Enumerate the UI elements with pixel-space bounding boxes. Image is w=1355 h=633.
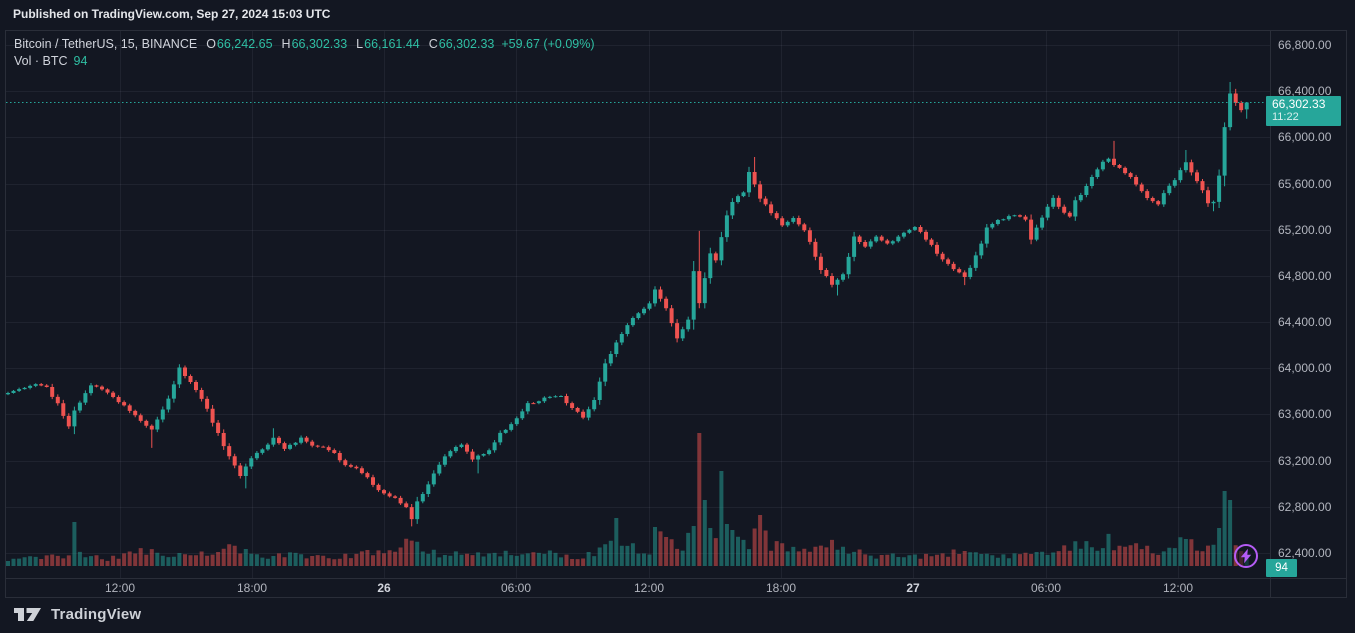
close-value: 66,302.33 (438, 37, 495, 51)
published-bar: Published on TradingView.com, Sep 27, 20… (13, 7, 330, 21)
time-tick-label: 12:00 (1162, 581, 1194, 595)
price-tick-label: 65,600.00 (1278, 177, 1332, 191)
open-value: 66,242.65 (216, 37, 273, 51)
chart-legend: Bitcoin / TetherUS, 15, BINANCE O66,242.6… (14, 36, 595, 70)
price-axis[interactable]: 66,800.00 66,400.00 66,000.00 65,600.00 65,2… (1270, 0, 1355, 598)
time-tick-label: 26 (377, 581, 391, 595)
last-price-badge: 66,302.33 11:22 (1266, 96, 1341, 126)
price-tick-label: 66,000.00 (1278, 130, 1332, 144)
time-tick-label: 27 (906, 581, 920, 595)
legend-ohlc-row: Bitcoin / TetherUS, 15, BINANCE O66,242.6… (14, 36, 595, 53)
time-tick-label: 06:00 (500, 581, 532, 595)
time-tick-label: 18:00 (236, 581, 268, 595)
volume-layer (6, 433, 1249, 566)
symbol-title: Bitcoin / TetherUS, 15, BINANCE (14, 37, 198, 51)
lightning-icon (1234, 544, 1258, 568)
time-tick-label: 06:00 (1030, 581, 1062, 595)
price-tick-label: 65,200.00 (1278, 223, 1332, 237)
tradingview-logo-icon[interactable] (13, 604, 43, 624)
price-tick-label: 64,400.00 (1278, 315, 1332, 329)
tradingview-logo-text[interactable]: TradingView (51, 605, 142, 623)
volume-bars-up (6, 471, 1249, 566)
time-axis[interactable]: 12:00 18:00 26 06:00 12:00 18:00 27 06:00 12:00 (0, 0, 1355, 598)
price-tick-label: 66,800.00 (1278, 38, 1332, 52)
volume-badge: 94 (1266, 559, 1297, 577)
close-label: C (428, 37, 438, 51)
volume-value: 94 (73, 54, 88, 68)
price-tick-label: 64,800.00 (1278, 269, 1332, 283)
price-tick-label: 63,600.00 (1278, 407, 1332, 421)
high-value: 66,302.33 (291, 37, 348, 51)
price-tick-label: 63,200.00 (1278, 454, 1332, 468)
price-tick-label: 66,400.00 (1278, 84, 1332, 98)
price-tick-label: 62,400.00 (1278, 546, 1332, 560)
open-label: O (206, 37, 216, 51)
change-value: +59.67 (+0.09%) (501, 37, 595, 51)
footer: TradingView (13, 604, 141, 624)
legend-volume-row: Vol · BTC 94 (14, 53, 595, 70)
boost-button[interactable] (1232, 542, 1260, 570)
low-label: L (356, 37, 364, 51)
volume-label: Vol · BTC (14, 54, 68, 68)
low-value: 66,161.44 (364, 37, 420, 51)
price-tick-label: 64,000.00 (1278, 361, 1332, 375)
bar-countdown: 11:22 (1272, 111, 1299, 123)
last-price-value: 66,302.33 (1272, 97, 1326, 111)
price-tick-label: 62,800.00 (1278, 500, 1332, 514)
candles-layer (6, 81, 1249, 527)
time-tick-label: 18:00 (765, 581, 797, 595)
time-tick-label: 12:00 (633, 581, 665, 595)
published-text: Published on TradingView.com, Sep 27, 20… (13, 7, 331, 21)
high-label: H (281, 37, 291, 51)
time-tick-label: 12:00 (104, 581, 136, 595)
